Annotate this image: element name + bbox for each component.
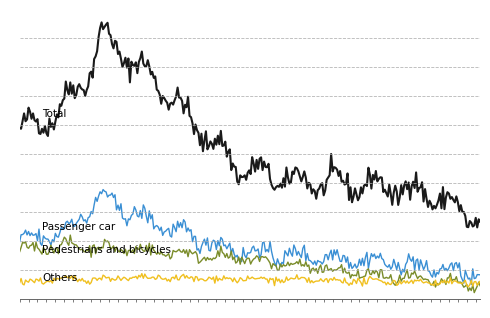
Text: Total: Total: [42, 109, 66, 119]
Text: Others: Others: [42, 273, 77, 283]
Text: Passenger car: Passenger car: [42, 222, 115, 232]
Text: Pedestrians and bicycles: Pedestrians and bicycles: [42, 245, 171, 255]
